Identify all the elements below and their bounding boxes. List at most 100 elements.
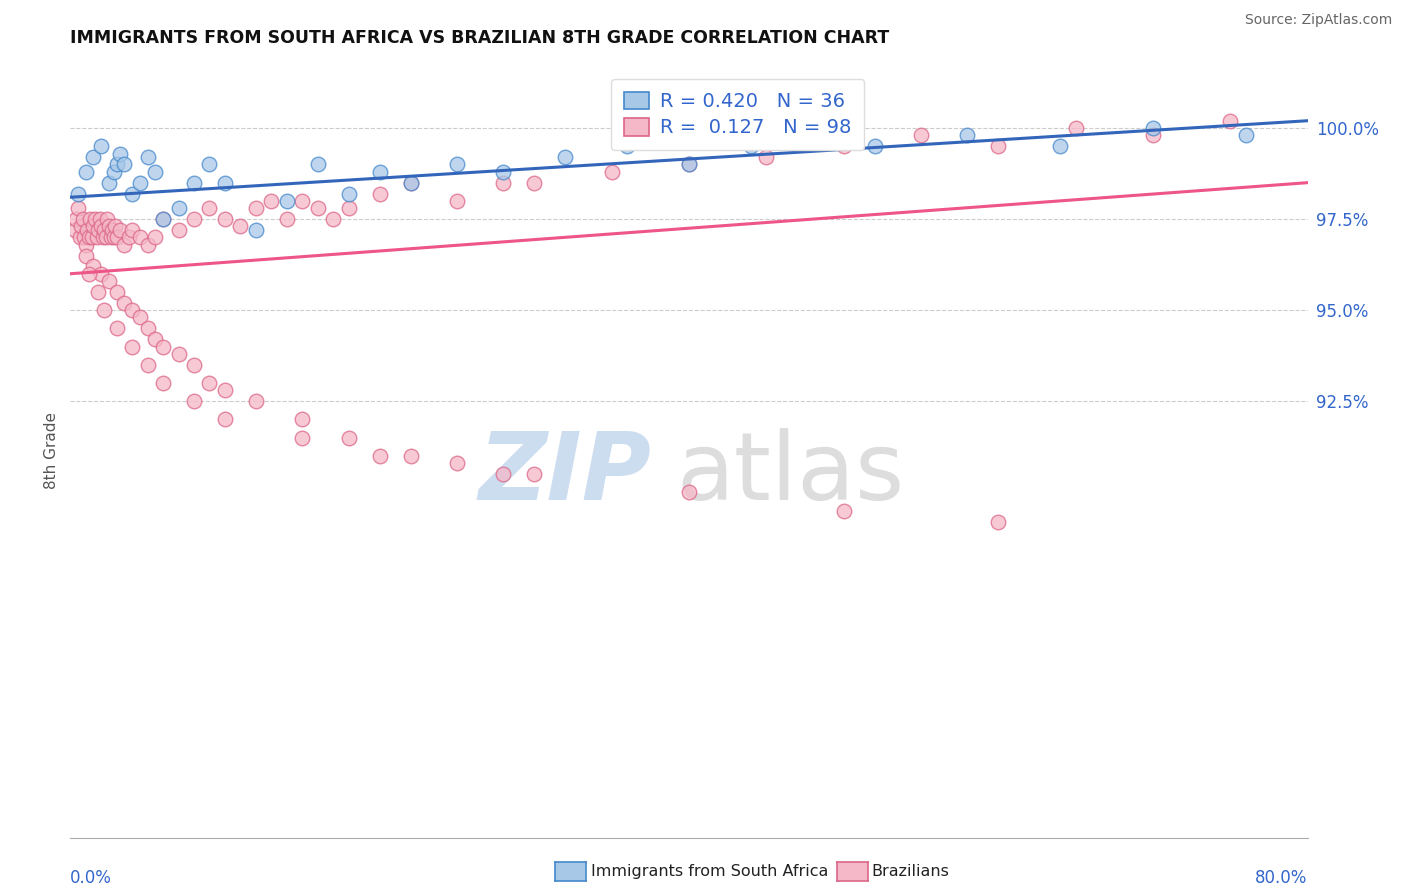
Text: Source: ZipAtlas.com: Source: ZipAtlas.com [1244, 13, 1392, 28]
Point [183, 394, 205, 409]
Point [167, 201, 190, 215]
Point [73, 230, 96, 244]
Point [740, 139, 762, 153]
Point [446, 194, 468, 208]
Point [1219, 113, 1241, 128]
Point [96, 212, 118, 227]
Point [90, 139, 112, 153]
Point [129, 310, 152, 325]
Point [63, 223, 86, 237]
Point [291, 194, 314, 208]
Point [69, 230, 91, 244]
Point [399, 176, 422, 190]
Point [399, 176, 422, 190]
Point [114, 157, 135, 171]
Point [214, 176, 236, 190]
Point [276, 212, 298, 227]
Point [678, 157, 700, 171]
Point [65, 212, 87, 227]
Point [616, 139, 638, 153]
Point [108, 223, 131, 237]
Point [90, 267, 112, 281]
Point [183, 358, 205, 372]
Point [136, 321, 159, 335]
Y-axis label: 8th Grade: 8th Grade [44, 412, 59, 489]
Point [84, 212, 107, 227]
Text: Brazilians: Brazilians [872, 864, 949, 879]
Point [98, 176, 120, 190]
Point [91, 230, 114, 244]
Point [145, 230, 166, 244]
Point [75, 165, 97, 179]
Point [554, 150, 576, 164]
Point [678, 485, 700, 500]
Point [492, 467, 515, 482]
Point [801, 128, 824, 143]
Point [121, 303, 143, 318]
Text: 80.0%: 80.0% [1256, 869, 1308, 887]
Point [183, 176, 205, 190]
Point [75, 248, 97, 262]
Point [523, 176, 546, 190]
Point [77, 230, 100, 244]
Point [291, 412, 314, 426]
Point [229, 219, 252, 234]
Point [98, 274, 120, 288]
Point [1049, 139, 1071, 153]
Point [93, 303, 115, 318]
Point [77, 267, 100, 281]
Legend: R = 0.420   N = 36, R =  0.127   N = 98: R = 0.420 N = 36, R = 0.127 N = 98 [612, 79, 865, 150]
Point [121, 186, 143, 201]
Point [136, 237, 159, 252]
Point [152, 376, 174, 390]
Point [523, 467, 546, 482]
Point [183, 212, 205, 227]
Point [75, 237, 97, 252]
Point [108, 146, 131, 161]
Point [118, 230, 141, 244]
Point [82, 219, 105, 234]
Point [82, 150, 105, 164]
Point [260, 194, 283, 208]
Point [67, 186, 90, 201]
Text: IMMIGRANTS FROM SOUTH AFRICA VS BRAZILIAN 8TH GRADE CORRELATION CHART: IMMIGRANTS FROM SOUTH AFRICA VS BRAZILIA… [70, 29, 890, 47]
Point [755, 150, 778, 164]
Point [1142, 128, 1164, 143]
Point [446, 157, 468, 171]
Point [114, 296, 135, 310]
Text: 0.0%: 0.0% [70, 869, 112, 887]
Point [307, 157, 329, 171]
Text: Immigrants from South Africa: Immigrants from South Africa [591, 864, 828, 879]
Point [1234, 128, 1257, 143]
Point [832, 503, 855, 517]
Point [114, 237, 135, 252]
Point [832, 139, 855, 153]
Point [145, 165, 166, 179]
Point [214, 412, 236, 426]
Point [863, 139, 886, 153]
Point [1142, 121, 1164, 136]
Point [105, 321, 128, 335]
Point [103, 165, 125, 179]
Point [368, 449, 391, 463]
Point [337, 186, 360, 201]
Point [129, 230, 152, 244]
Point [121, 340, 143, 354]
Text: atlas: atlas [676, 428, 905, 520]
Point [337, 201, 360, 215]
Point [368, 186, 391, 201]
Point [87, 285, 110, 299]
Point [101, 223, 124, 237]
Point [167, 347, 190, 361]
Point [368, 165, 391, 179]
Point [987, 515, 1010, 529]
Point [987, 139, 1010, 153]
Point [492, 176, 515, 190]
Point [492, 165, 515, 179]
Point [337, 431, 360, 445]
Point [100, 230, 122, 244]
Point [82, 260, 105, 274]
Point [167, 223, 190, 237]
Point [104, 219, 127, 234]
Point [152, 212, 174, 227]
